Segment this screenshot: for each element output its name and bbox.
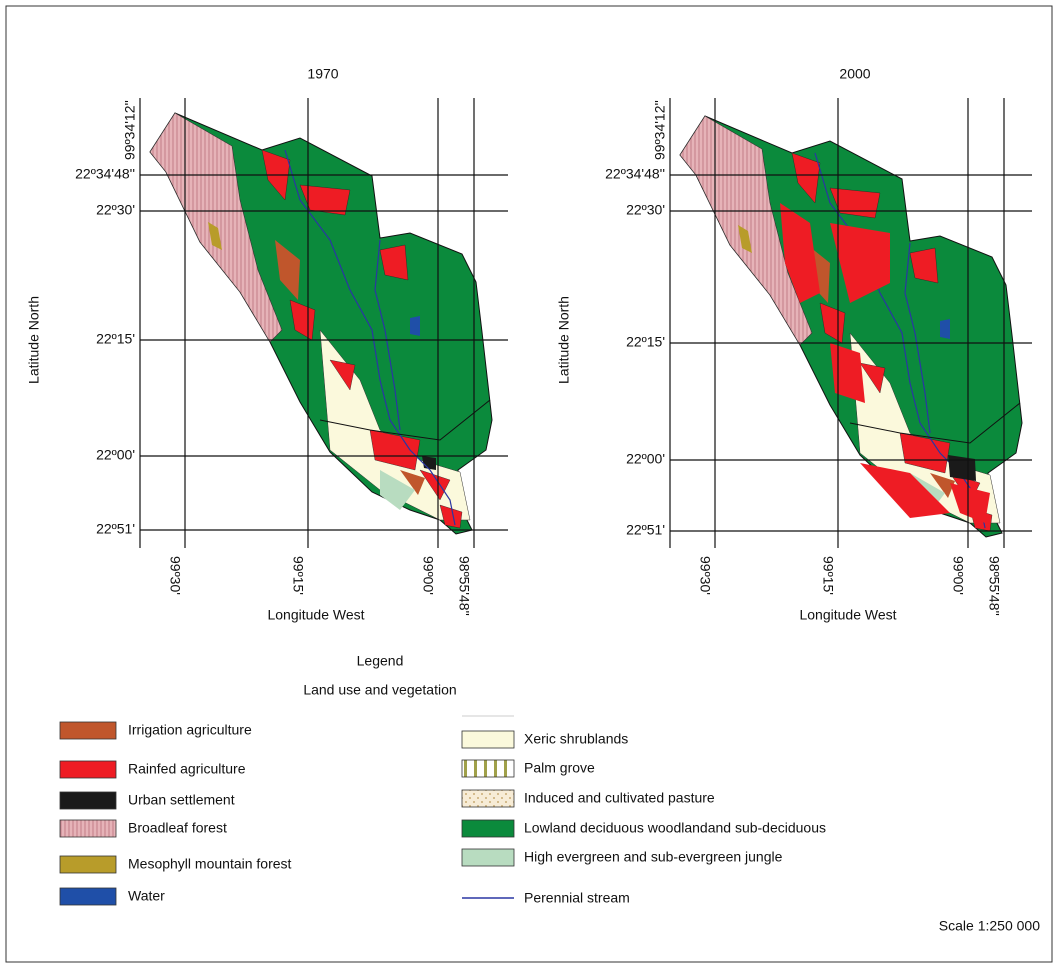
swatch xyxy=(60,792,116,809)
latitude-label: 22º34'48'' xyxy=(75,166,135,182)
legend-label: Induced and cultivated pasture xyxy=(524,790,715,806)
legend-label: Perennial stream xyxy=(524,890,630,906)
latitude-label: 22º00' xyxy=(96,447,135,463)
longitude-label: 99º00' xyxy=(950,556,966,595)
y-axis-label: Latitude North xyxy=(26,296,42,384)
longitude-label: 99º30' xyxy=(167,556,183,595)
scale: Scale 1:250 000 xyxy=(939,918,1040,934)
legend-label: Mesophyll mountain forest xyxy=(128,856,292,872)
swatch xyxy=(462,790,514,807)
legend-label: Broadleaf forest xyxy=(128,820,227,836)
legend-label: Urban settlement xyxy=(128,792,235,808)
legend-label: Water xyxy=(128,888,165,904)
longitude-label: 99º34'12'' xyxy=(652,100,668,160)
legend-title: Legend xyxy=(357,653,404,669)
latitude-label: 22º15' xyxy=(96,331,135,347)
longitude-label: 99º15' xyxy=(820,556,836,595)
legend-label: Rainfed agriculture xyxy=(128,761,246,777)
latitude-label: 22º51' xyxy=(96,521,135,537)
basin-map xyxy=(150,113,492,534)
longitude-label: 99º30' xyxy=(697,556,713,595)
legend-label: Irrigation agriculture xyxy=(128,722,252,738)
longitude-label: 98º55'48'' xyxy=(456,556,472,616)
latitude-label: 22º30' xyxy=(626,202,665,218)
panel-title: 2000 xyxy=(839,66,870,82)
panel-title: 1970 xyxy=(307,66,338,82)
legend-label: High evergreen and sub-evergreen jungle xyxy=(524,849,783,865)
latitude-label: 22º15' xyxy=(626,334,665,350)
latitude-label: 22º34'48'' xyxy=(605,166,665,182)
x-axis-label: Longitude West xyxy=(799,607,896,623)
latitude-label: 22º00' xyxy=(626,451,665,467)
map-panel: 1970 22º34'48'' 22º30' 22º15' 22º00' 22º51' 99… xyxy=(26,66,508,623)
longitude-label: 99º00' xyxy=(420,556,436,595)
latitude-label: 22º51' xyxy=(626,522,665,538)
legend-right xyxy=(462,731,514,866)
legend-left xyxy=(60,722,116,905)
swatch xyxy=(60,856,116,873)
swatch xyxy=(60,722,116,739)
y-axis-label: Latitude North xyxy=(556,296,572,384)
urban xyxy=(948,455,976,481)
legend-label: Palm grove xyxy=(524,760,595,776)
swatch xyxy=(60,761,116,778)
swatch xyxy=(60,888,116,905)
longitude-label: 99º34'12'' xyxy=(122,100,138,160)
longitude-label: 98º55'48'' xyxy=(986,556,1002,616)
longitude-label: 99º15' xyxy=(290,556,306,595)
swatch xyxy=(462,760,514,777)
swatch xyxy=(60,820,116,837)
x-axis-label: Longitude West xyxy=(267,607,364,623)
latitude-label: 22º30' xyxy=(96,202,135,218)
swatch xyxy=(462,731,514,748)
swatch xyxy=(462,849,514,866)
figure: 1970 22º34'48'' 22º30' 22º15' 22º00' 22º51' 99… xyxy=(0,0,1058,968)
swatch xyxy=(462,820,514,837)
map-panel: 2000 22º34'48'' 22º30' 22º15' 22º00' 22º51' 99… xyxy=(556,66,1032,623)
legend-subtitle: Land use and vegetation xyxy=(303,682,456,698)
legend-label: Xeric shrublands xyxy=(524,731,628,747)
legend-label: Lowland deciduous woodlandand sub-decidu… xyxy=(524,820,826,836)
